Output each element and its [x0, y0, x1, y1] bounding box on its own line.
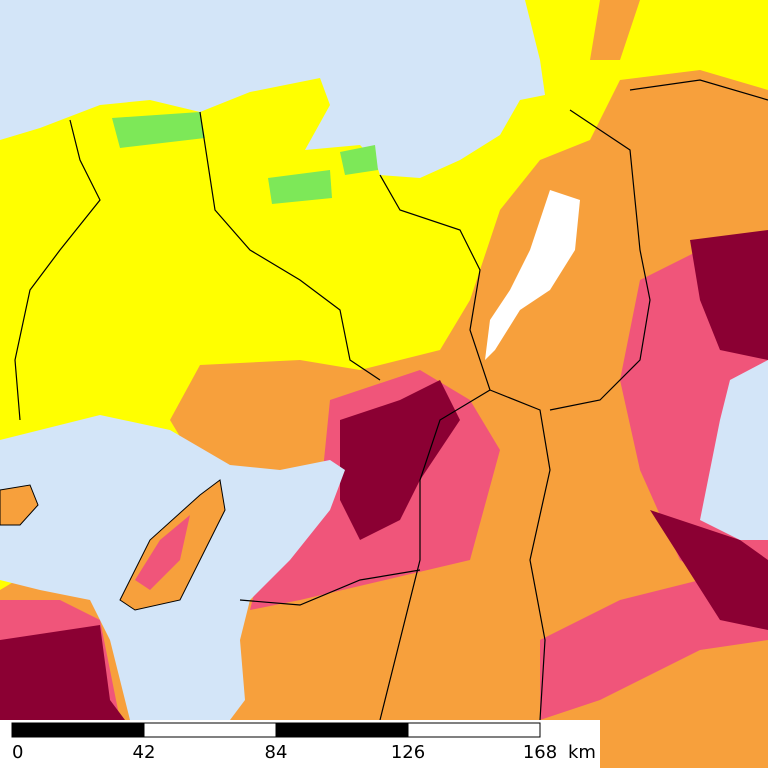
scale-segment [407, 722, 541, 738]
zone-green [340, 145, 378, 175]
scale-tick-label: 0 [12, 742, 23, 763]
border [489, 389, 551, 721]
border [199, 111, 381, 381]
scale-tick-label: 84 [265, 742, 288, 763]
scale-tick-label: 126 [391, 742, 425, 763]
border [14, 119, 101, 421]
scale-unit: km [568, 742, 596, 763]
zone-pink [540, 570, 768, 720]
zone-maroon [0, 625, 125, 720]
awaji-island-pink [135, 515, 190, 590]
border [239, 569, 421, 606]
lake-biwa [485, 190, 580, 360]
scale-segment [11, 722, 145, 738]
scale-tick-label: 42 [133, 742, 156, 763]
scale-segment [275, 722, 409, 738]
scale-bar: 0 42 84 126 168 km [11, 722, 596, 763]
zone-green [268, 170, 332, 204]
border [629, 79, 768, 101]
zone-maroon [650, 510, 768, 630]
ise-bay [700, 360, 768, 540]
zone-maroon [340, 380, 460, 540]
scale-tick-label: 168 [523, 742, 557, 763]
zone-maroon [690, 230, 768, 360]
border [549, 109, 651, 411]
small-island [0, 484, 39, 526]
zone-green [112, 112, 205, 148]
zone-orange-north [590, 0, 640, 60]
scale-segment [143, 722, 277, 738]
